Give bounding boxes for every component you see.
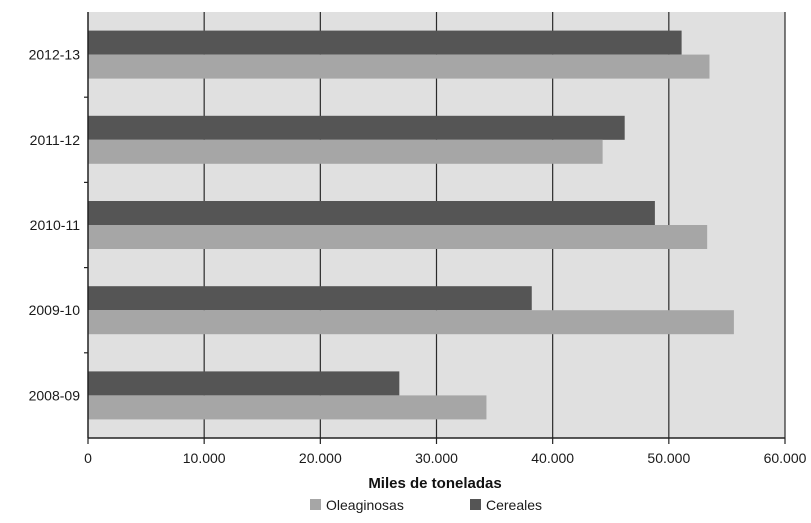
- bar-oleaginosas: [88, 310, 734, 335]
- x-tick-label: 50.000: [647, 450, 690, 466]
- bar-cereales: [88, 30, 682, 55]
- bar-cereales: [88, 115, 625, 140]
- legend-swatch-oleaginosas: [310, 499, 321, 510]
- y-tick-label: 2010-11: [30, 217, 81, 233]
- x-tick-label: 0: [84, 450, 92, 466]
- x-tick-label: 20.000: [299, 450, 342, 466]
- y-tick-label: 2011-12: [30, 132, 81, 148]
- bar-cereales: [88, 371, 400, 396]
- x-tick-labels: 0 10.000 20.000 30.000 40.000 50.000 60.000: [84, 450, 807, 466]
- y-tick-label: 2009-10: [29, 302, 81, 318]
- x-tick-label: 10.000: [183, 450, 226, 466]
- bar-oleaginosas: [88, 139, 603, 164]
- y-tick-marks: [84, 96, 88, 354]
- legend-label-oleaginosas: Oleaginosas: [326, 497, 404, 513]
- legend: Oleaginosas Cereales: [310, 497, 542, 513]
- x-tick-label: 60.000: [764, 450, 807, 466]
- legend-swatch-cereales: [470, 499, 481, 510]
- bar-cereales: [88, 286, 532, 311]
- y-tick-label: 2008-09: [29, 387, 81, 403]
- bars: [88, 30, 734, 420]
- bar-oleaginosas: [88, 225, 708, 249]
- y-tick-label: 2012-13: [29, 47, 81, 63]
- legend-label-cereales: Cereales: [486, 497, 542, 513]
- bar-cereales: [88, 201, 655, 225]
- y-tick-labels: 2008-09 2009-10 2010-11 2011-12 2012-13: [29, 47, 81, 404]
- bar-oleaginosas: [88, 395, 487, 420]
- x-axis-title: Miles de toneladas: [368, 475, 501, 492]
- x-tick-marks: [87, 438, 786, 444]
- x-tick-label: 40.000: [531, 450, 574, 466]
- bar-oleaginosas: [88, 54, 710, 79]
- x-tick-label: 30.000: [415, 450, 458, 466]
